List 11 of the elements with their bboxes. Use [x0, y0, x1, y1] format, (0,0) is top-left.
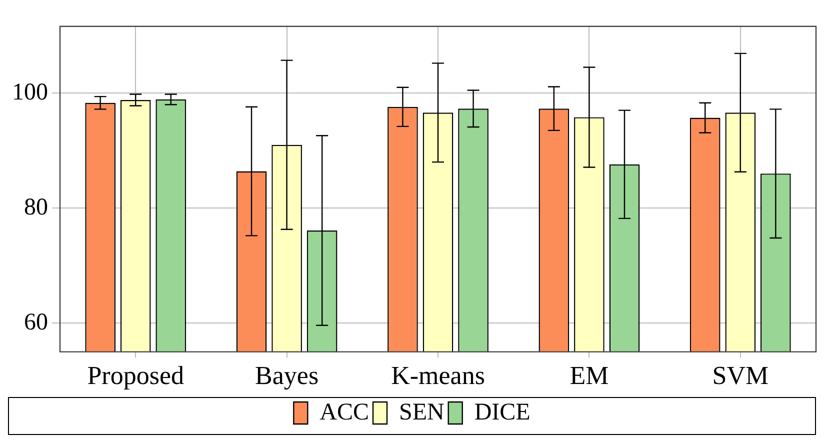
- x-tick-label: Bayes: [255, 361, 319, 390]
- y-tick-label: 100: [12, 79, 48, 106]
- y-tick-label: 60: [24, 309, 48, 336]
- y-tick-label: 80: [24, 194, 48, 220]
- x-tick-label: K-means: [391, 361, 485, 390]
- legend-label: ACC: [320, 399, 370, 426]
- x-tick-label: Proposed: [87, 361, 184, 390]
- x-tick-label: EM: [570, 361, 609, 390]
- x-tick-label: SVM: [712, 361, 769, 390]
- legend-label: SEN: [399, 399, 444, 426]
- legend-label: DICE: [474, 399, 530, 426]
